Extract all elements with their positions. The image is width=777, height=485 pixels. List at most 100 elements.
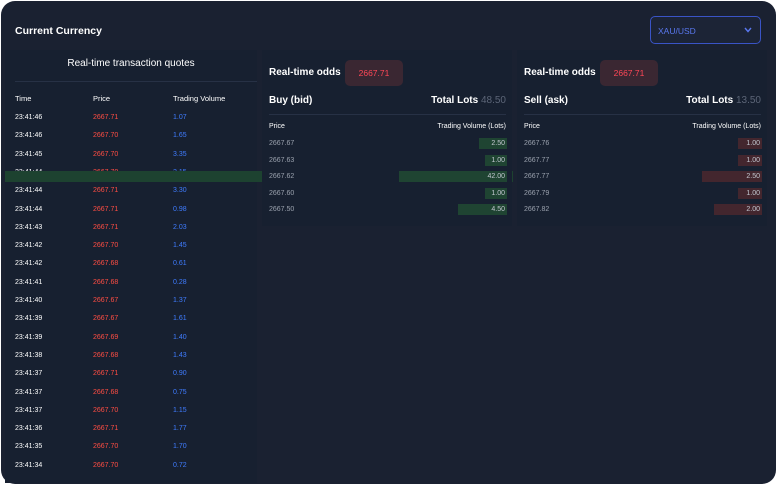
divider	[524, 114, 761, 115]
quote-price: 2667.68	[93, 388, 119, 396]
quote-price: 2667.68	[93, 260, 119, 268]
table-row: 23:41:37 2667.68 0.75	[5, 386, 257, 400]
quote-volume: 1.37	[173, 297, 187, 304]
total-lots-label: Total Lots	[686, 95, 734, 106]
divider	[269, 114, 506, 115]
table-row: 23:41:46 2667.70 1.65	[5, 129, 257, 143]
order-row: 2667.82 2.00	[517, 204, 767, 215]
table-row: 23:41:45 2667.70 3.35	[5, 148, 257, 162]
order-row: 2667.60 1.00	[262, 187, 512, 199]
table-row: 23:41:37 2667.71 0.90	[5, 367, 257, 381]
divider	[15, 81, 257, 82]
quote-time: 23:41:37	[15, 388, 43, 396]
order-row: 2667.50 4.50	[262, 204, 512, 215]
quote-time: 23:41:35	[15, 443, 43, 451]
col-header-volume: Trading Volume	[173, 94, 226, 103]
order-volume: 1.00	[746, 140, 760, 147]
table-row: 23:41:43 2667.71 2.03	[5, 221, 257, 235]
table-row: 23:41:37 2667.70 1.15	[5, 404, 257, 418]
quote-volume: 1.65	[173, 132, 187, 140]
total-lots: Total Lots 48.50	[431, 95, 506, 106]
order-price: 2667.60	[269, 189, 295, 197]
total-lots-value: 13.50	[735, 95, 761, 106]
volume-bar	[738, 138, 762, 149]
quote-price: 2667.71	[93, 370, 119, 378]
order-volume: 1.00	[746, 189, 760, 197]
quote-volume: 1.45	[173, 242, 187, 250]
total-lots-value: 48.50	[480, 95, 506, 106]
quote-time: 23:41:37	[15, 370, 43, 378]
col-header-price: Price	[93, 94, 111, 103]
order-price: 2667.77	[524, 173, 550, 180]
volume-bar	[478, 138, 507, 149]
order-volume: 42.00	[487, 173, 505, 180]
table-row: 23:41:42 2667.68 0.61	[5, 257, 257, 271]
volume-bar	[458, 204, 507, 215]
order-row: 2667.77 1.00	[517, 154, 767, 166]
order-price: 2667.67	[269, 140, 295, 147]
quotes-panel: Real-time transaction quotes Time Price …	[5, 50, 257, 483]
order-price: 2667.62	[269, 173, 295, 180]
table-row: 23:41:34 2667.70 0.72	[5, 459, 257, 473]
table-row: 23:41:39 2667.69 1.40	[5, 331, 257, 345]
quote-price: 2667.71	[93, 425, 119, 433]
table-row: 23:41:46 2667.71 1.07	[5, 111, 257, 125]
odds-badge: 2667.71	[600, 60, 658, 86]
currency-select[interactable]: XAU/USD	[650, 16, 761, 44]
odds-label: Real-time odds	[524, 67, 596, 78]
quote-time: 23:41:41	[15, 278, 43, 286]
order-row: 2667.77 2.50	[517, 171, 767, 182]
sell-label: Sell (ask)	[524, 95, 568, 106]
order-row: 2667.76 1.00	[517, 138, 767, 149]
odds-label: Real-time odds	[269, 67, 341, 78]
quote-price: 2667.68	[93, 351, 119, 359]
order-price: 2667.63	[269, 156, 295, 164]
table-row: 23:41:42 2667.70 1.45	[5, 239, 257, 253]
quote-time: 23:41:44	[15, 205, 43, 213]
quote-volume: 1.07	[173, 114, 187, 121]
quote-volume: 1.15	[173, 406, 187, 414]
quote-volume: 0.61	[173, 260, 187, 268]
quote-price: 2667.71	[93, 114, 119, 121]
col-header-price: Price	[524, 123, 540, 130]
volume-bar	[738, 187, 762, 199]
quote-time: 23:41:39	[15, 333, 43, 341]
quote-time: 23:41:42	[15, 242, 43, 250]
order-price: 2667.77	[524, 156, 550, 164]
col-header-volume: Trading Volume (Lots)	[692, 123, 761, 130]
volume-bar	[485, 187, 507, 199]
quote-volume: 0.90	[173, 370, 187, 378]
quote-volume: 3.30	[173, 187, 187, 195]
odds-badge: 2667.71	[345, 60, 403, 86]
quote-price: 2667.70	[93, 443, 119, 451]
quote-volume: 1.40	[173, 333, 187, 341]
buy-label: Buy (bid)	[269, 95, 313, 106]
page-title: Current Currency	[15, 25, 102, 37]
quote-time: 23:41:46	[15, 114, 43, 121]
currency-select-value: XAU/USD	[658, 26, 696, 36]
order-volume: 1.00	[491, 189, 505, 197]
quote-price: 2667.71	[93, 223, 119, 231]
quote-time: 23:41:39	[15, 315, 43, 323]
col-header-time: Time	[15, 94, 32, 103]
quote-time: 23:41:37	[15, 406, 43, 414]
col-header-price: Price	[269, 123, 285, 130]
order-volume: 2.00	[746, 206, 760, 213]
quote-price: 2667.71	[93, 205, 119, 213]
buy-panel: Real-time odds 2667.71 Buy (bid) Total L…	[262, 50, 512, 226]
quote-time: 23:41:36	[15, 425, 43, 433]
quote-volume: 3.35	[173, 150, 187, 158]
quote-time: 23:41:40	[15, 297, 43, 304]
order-row: 2667.63 1.00	[262, 154, 512, 166]
quote-price: 2667.67	[93, 315, 119, 323]
order-volume: 1.00	[491, 156, 505, 164]
order-volume: 2.50	[746, 173, 760, 180]
quote-volume: 0.72	[173, 461, 187, 469]
order-price: 2667.76	[524, 140, 550, 147]
order-price: 2667.50	[269, 206, 295, 213]
total-lots-label: Total Lots	[431, 95, 479, 106]
order-price: 2667.82	[524, 206, 550, 213]
order-volume: 1.00	[746, 156, 760, 164]
quote-price: 2667.67	[93, 297, 119, 304]
quote-price: 2667.70	[93, 150, 119, 158]
